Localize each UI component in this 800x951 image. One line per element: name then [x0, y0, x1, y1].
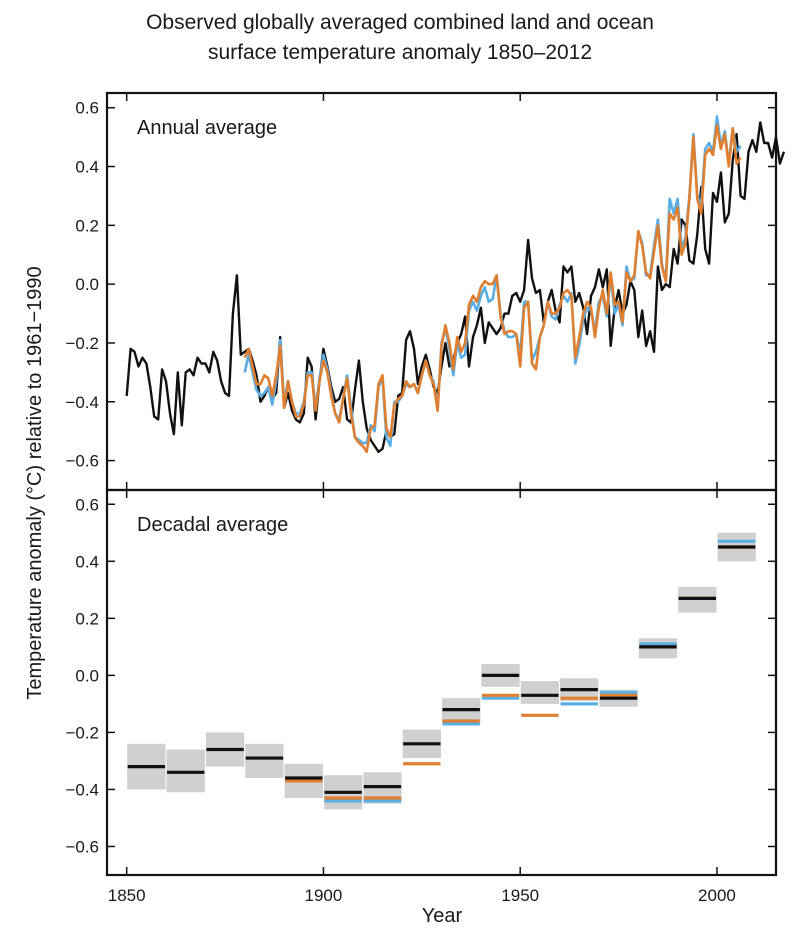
bottom-y-tick-label: 0.4	[75, 552, 99, 571]
top-y-tick-label: 0.2	[75, 216, 99, 235]
x-tick-label: 1850	[108, 886, 146, 905]
top-y-tick-label: 0.6	[75, 99, 99, 118]
bottom-y-tick-label: 0.2	[75, 609, 99, 628]
x-tick-label: 2000	[698, 886, 736, 905]
bottom-panel-label: Decadal average	[137, 514, 288, 536]
bottom-y-tick-label: 0.6	[75, 495, 99, 514]
annual-series-orange-line	[243, 124, 742, 454]
top-y-tick-label: −0.6	[65, 452, 99, 471]
top-y-tick-label: −0.4	[65, 393, 99, 412]
top-y-tick-label: 0.4	[75, 158, 99, 177]
y-axis-label: Temperature anomaly (°C) relative to 196…	[24, 266, 46, 699]
bottom-y-tick-label: −0.4	[65, 780, 99, 799]
chart-title-line-1: Observed globally averaged combined land…	[146, 11, 654, 34]
decade-uncertainty-band	[245, 743, 284, 779]
decadal-average-panel: −0.6 −0.4 −0.2 0.0 0.2 0.4 0.6 Decadal average 1…	[65, 488, 778, 905]
chart-title-line-2: surface temperature anomaly 1850–2012	[207, 41, 593, 64]
top-y-tick-label: −0.2	[65, 334, 99, 353]
x-tick-label: 1900	[305, 886, 343, 905]
bottom-y-tick-label: 0.0	[75, 666, 99, 685]
top-y-tick-label: 0.0	[75, 275, 99, 294]
top-panel-frame	[105, 91, 778, 492]
annual-series-black-line	[125, 121, 786, 453]
x-tick-label: 1950	[501, 886, 539, 905]
chart-title: Observed globally averaged combined land…	[0, 8, 800, 68]
bottom-panel-frame	[105, 488, 778, 877]
decade-uncertainty-band	[520, 681, 560, 704]
bottom-y-tick-label: −0.2	[65, 723, 99, 742]
top-panel-label: Annual average	[137, 117, 277, 139]
annual-average-panel: −0.6 −0.4 −0.2 0.0 0.2 0.4 0.6 Annual average	[65, 91, 786, 492]
x-axis-label: Year	[422, 905, 463, 927]
bottom-y-tick-label: −0.6	[65, 837, 99, 856]
